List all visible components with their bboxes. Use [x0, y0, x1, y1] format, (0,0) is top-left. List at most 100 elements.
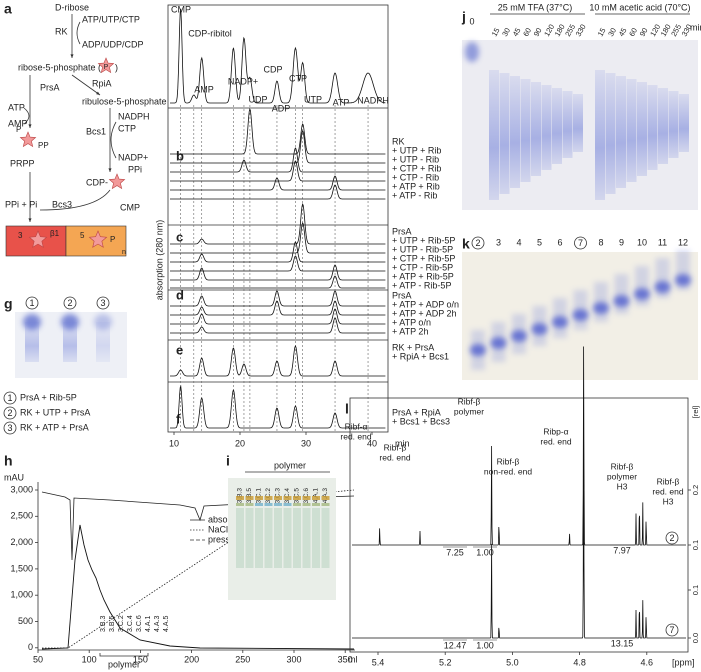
- gel-smear: [321, 508, 330, 568]
- lane-number: 1: [7, 393, 12, 403]
- legend-text: + ATP + ADP o/n: [392, 299, 459, 309]
- gel-band: [613, 295, 630, 307]
- gel-band: [490, 337, 507, 349]
- panel-letter: g: [4, 296, 13, 312]
- label: PPi + Pi: [5, 199, 37, 209]
- legend-text: PrsA + RpiA: [392, 407, 441, 417]
- gel-smear: [531, 82, 541, 176]
- tick-label: 3,000: [10, 484, 33, 494]
- peak-label: AMP: [194, 84, 214, 94]
- gel-band: [511, 330, 527, 342]
- gel-band: [236, 503, 244, 506]
- arrow-head: [70, 54, 74, 58]
- peak-label: Ribf-β: [657, 476, 680, 486]
- peak-label: Ribf-β: [497, 456, 520, 466]
- fraction-label: 3.C.4: [127, 615, 134, 632]
- gel-smear: [573, 94, 583, 152]
- gel-band: [470, 344, 486, 356]
- gel-smear: [510, 76, 520, 188]
- gel-band: [245, 496, 254, 500]
- peak-label: CDP-ribitol: [188, 28, 232, 38]
- gel-smear: [616, 76, 626, 188]
- trace: [170, 222, 386, 254]
- tick-label: 5.4: [372, 657, 385, 667]
- label: polymer: [274, 460, 306, 470]
- tick-label: 0.1: [691, 540, 700, 550]
- label: P: [16, 125, 21, 134]
- axis-label: absorption (280 nm): [154, 220, 164, 301]
- tick-label: 0.2: [691, 485, 700, 495]
- nmr-box: [349, 397, 689, 653]
- gel-band: [675, 274, 691, 286]
- enzyme: RpiA: [92, 78, 112, 88]
- lane-number: 3: [496, 237, 501, 247]
- gel-band: [312, 496, 320, 500]
- gel-smear: [647, 85, 658, 170]
- gel-band: [572, 309, 589, 321]
- gel-smear: [236, 508, 244, 568]
- tick-label: 100: [82, 654, 97, 664]
- tick-label: 5.2: [439, 657, 452, 667]
- panel-letter: k: [462, 236, 470, 252]
- lane-number: 10: [637, 237, 647, 247]
- lane-circle: [665, 531, 679, 545]
- lane-label: 3.C.6: [303, 488, 310, 504]
- tick-label: 0.0: [691, 633, 700, 643]
- integral: 13.15: [611, 638, 634, 648]
- gel-band: [293, 496, 301, 500]
- fraction-label: 4.A.1: [145, 616, 152, 632]
- tick-label: 20: [235, 438, 245, 448]
- metabolite: ribose-5-phosphate (: [18, 62, 101, 72]
- trace: [170, 147, 386, 173]
- tick-label: 1,000: [10, 590, 33, 600]
- label: CMP: [120, 202, 140, 212]
- gel-smear: [595, 70, 605, 200]
- integral: 7.97: [613, 545, 631, 555]
- peak-label: Ribf-α: [345, 421, 368, 431]
- gel-band: [654, 281, 671, 293]
- gel-band: [465, 42, 479, 62]
- axis-unit: [ppm]: [672, 657, 695, 667]
- legend-text: + Bcs1 + Bcs3: [392, 416, 450, 426]
- legend-text: RK + ATP + PrsA: [20, 422, 89, 432]
- gel-smear: [63, 322, 77, 362]
- integral: 12.47: [444, 640, 467, 650]
- gel-smear: [626, 79, 637, 182]
- label: polymer: [108, 659, 140, 669]
- legend-text: + ATP o/n: [392, 317, 431, 327]
- arrow-head: [108, 168, 112, 172]
- trace: [170, 345, 386, 377]
- axis-unit: min: [395, 438, 410, 448]
- lane-number: 1: [29, 298, 34, 308]
- peak-label: red. end: [379, 452, 410, 462]
- peak-label: UTP: [304, 94, 322, 104]
- fraction-label: 3.B.5: [109, 616, 116, 632]
- lane-label: 3.C.5: [294, 488, 301, 504]
- panel-letter: h: [4, 453, 13, 469]
- legend-text: + ATP - Rib: [392, 190, 437, 200]
- tick-label: 50: [33, 654, 43, 664]
- label: ): [115, 62, 118, 72]
- lane-number: 12: [678, 237, 688, 247]
- label: ATP: [8, 102, 25, 112]
- tick-label: 5.0: [506, 657, 519, 667]
- legend-text: + UTP + Rib-5P: [392, 235, 455, 245]
- tick-label: 2,500: [10, 511, 33, 521]
- phosphate-star: [28, 230, 48, 248]
- lane-label: 15: [596, 26, 608, 38]
- lane-label: 330: [574, 23, 588, 38]
- legend-text: + ATP + Rib: [392, 181, 440, 191]
- legend-text: + ATP - Rib-5P: [392, 280, 451, 290]
- phosphate-star: [108, 173, 126, 190]
- legend-text: + CTP + Rib-5P: [392, 253, 455, 263]
- peak-label: H3: [663, 496, 674, 506]
- lane-number: 9: [619, 237, 624, 247]
- tick-label: 40: [367, 438, 377, 448]
- integral: 1.00: [476, 547, 494, 557]
- trace: [170, 385, 386, 429]
- phosphate-star: [97, 57, 115, 74]
- legend-text: PrsA + Rib-5P: [20, 392, 77, 402]
- trace: [170, 8, 386, 104]
- gel-smear: [245, 508, 254, 568]
- trace: [170, 175, 386, 191]
